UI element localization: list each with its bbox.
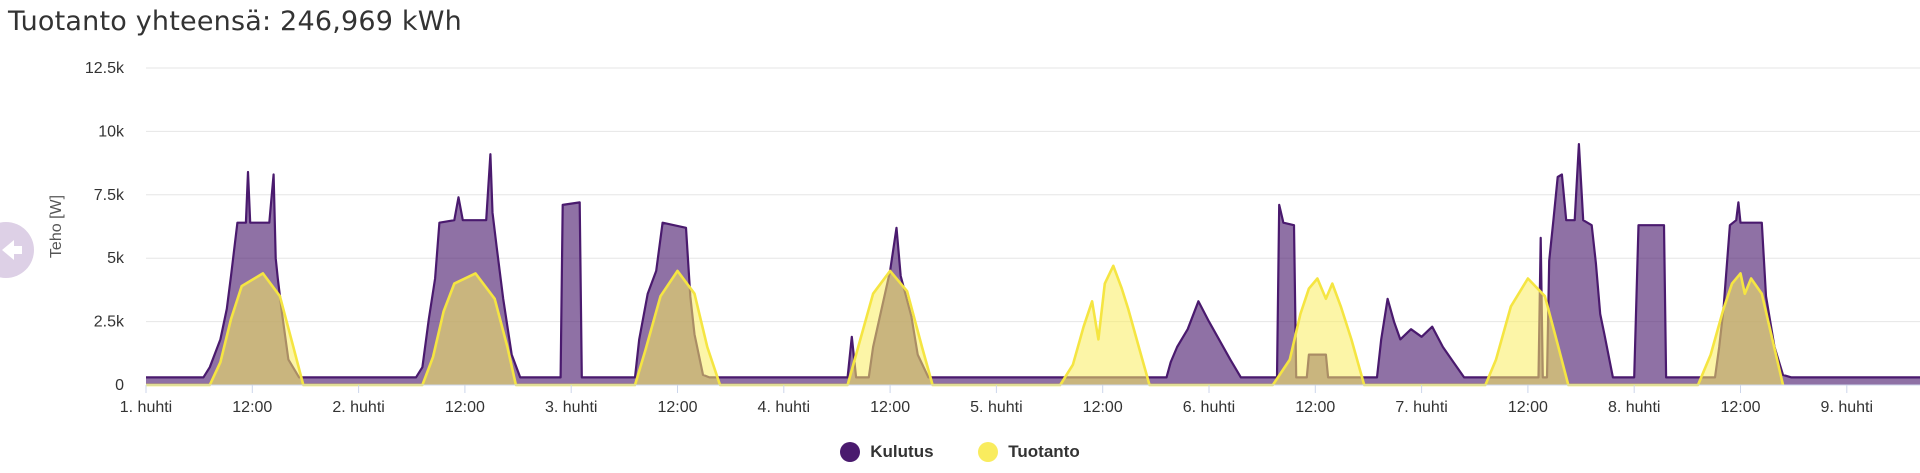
x-tick-label: 12:00	[232, 399, 272, 416]
y-tick-label: 10k	[98, 123, 125, 140]
x-tick-label: 1. huhti	[120, 399, 172, 416]
y-tick-label: 12.5k	[85, 60, 125, 77]
series-line-tuotanto	[146, 264, 1785, 387]
x-axis: 1. huhti 12:00 2. huhti 12:00 3. huhti 12:00 4…	[120, 384, 1920, 416]
y-tick-label: 0	[115, 377, 124, 394]
x-tick-label: 12:00	[1508, 399, 1548, 416]
series-area-kulutus	[146, 144, 1920, 385]
x-tick-label: 12:00	[1083, 399, 1123, 416]
legend-label-kulutus: Kulutus	[870, 442, 934, 461]
x-tick-label: 9. huhti	[1821, 399, 1873, 416]
legend-dot-tuotanto	[978, 442, 999, 462]
x-tick-label: 3. huhti	[545, 399, 597, 416]
x-tick-label: 12:00	[445, 399, 485, 416]
chart-legend: Kulutus Tuotanto	[0, 442, 1920, 467]
energy-chart: 0 2.5k 5k 7.5k 10k 12.5k 1. huhti 12:00 2. huht…	[48, 60, 1920, 416]
x-tick-label: 12:00	[657, 399, 697, 416]
x-tick-label: 6. huhti	[1183, 399, 1235, 416]
legend-item-tuotanto[interactable]: Tuotanto	[978, 442, 1080, 462]
x-tick-label: 2. huhti	[332, 399, 384, 416]
x-tick-label: 5. huhti	[970, 399, 1022, 416]
chart-areas	[146, 143, 1920, 387]
y-axis-title: Teho [W]	[48, 195, 65, 258]
y-axis-ticks: 0 2.5k 5k 7.5k 10k 12.5k	[85, 60, 125, 394]
legend-label-tuotanto: Tuotanto	[1008, 442, 1080, 461]
x-tick-label: 12:00	[870, 399, 910, 416]
x-tick-label: 12:00	[1720, 399, 1760, 416]
series-line-kulutus	[146, 143, 1920, 379]
x-tick-label: 8. huhti	[1608, 399, 1660, 416]
x-tick-label: 4. huhti	[758, 399, 810, 416]
series-area-tuotanto	[146, 265, 1783, 385]
y-tick-label: 7.5k	[94, 187, 125, 204]
arrow-left-icon	[2, 240, 22, 260]
chart-title: Tuotanto yhteensä: 246,969 kWh	[8, 6, 462, 37]
y-tick-label: 5k	[107, 250, 125, 267]
y-tick-label: 2.5k	[94, 314, 125, 331]
x-tick-label: 7. huhti	[1395, 399, 1447, 416]
x-tick-label: 12:00	[1295, 399, 1335, 416]
back-button[interactable]	[0, 222, 34, 278]
legend-dot-kulutus	[840, 442, 861, 462]
legend-item-kulutus[interactable]: Kulutus	[840, 442, 934, 462]
